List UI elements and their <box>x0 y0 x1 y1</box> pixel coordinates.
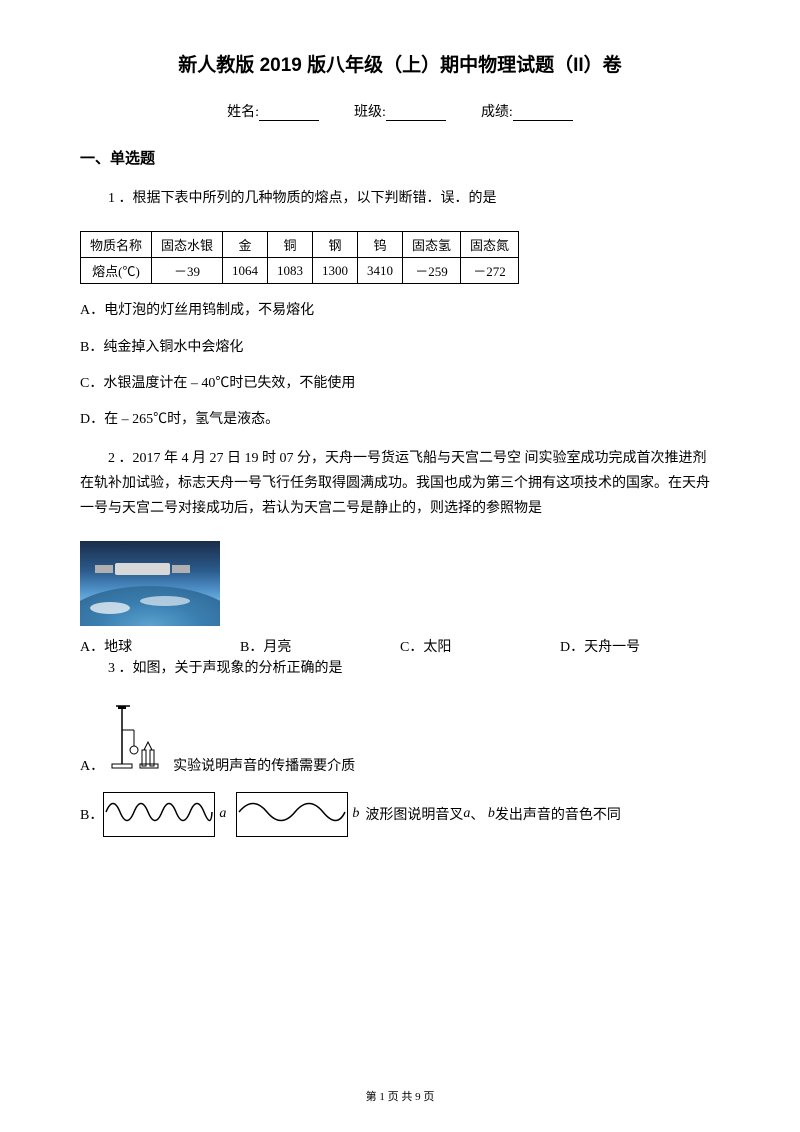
choice-b-prefix: B． <box>80 804 103 824</box>
q1-choice-a: A．电灯泡的灯丝用钨制成，不易熔化 <box>80 300 720 322</box>
wave-label-a: a <box>219 806 226 822</box>
td-3: 1300 <box>313 258 358 284</box>
q2-choice-b: B．月亮 <box>240 636 400 656</box>
score-label: 成绩: <box>481 105 513 120</box>
page-title: 新人教版 2019 版八年级（上）期中物理试题（II）卷 <box>80 50 720 77</box>
table-data-row: 熔点(℃) －39 1064 1083 1300 3410 －259 －272 <box>81 258 519 284</box>
class-label: 班级: <box>354 105 386 120</box>
td-1: 1064 <box>223 258 268 284</box>
spacecraft-image <box>80 541 220 626</box>
td-6: －272 <box>461 258 519 284</box>
q3-text: 3 ．如图，关于声现象的分析正确的是 <box>80 656 720 681</box>
q1-choice-b: B．纯金掉入铜水中会熔化 <box>80 337 720 359</box>
name-label: 姓名: <box>227 105 259 120</box>
td-2: 1083 <box>268 258 313 284</box>
q2-choice-c: C．太阳 <box>400 636 560 656</box>
wave-label-b: b <box>352 806 359 822</box>
td-5: －259 <box>403 258 461 284</box>
th-2: 金 <box>223 232 268 258</box>
q2-choice-d: D．天舟一号 <box>560 636 720 656</box>
q1-choice-d: D．在 – 265℃时，氢气是液态。 <box>80 409 720 431</box>
question-3: 3 ．如图，关于声现象的分析正确的是 <box>80 656 720 681</box>
th-7: 固态氮 <box>461 232 519 258</box>
th-6: 固态氢 <box>403 232 461 258</box>
choice-b-suffix: 发出声音的音色不同 <box>495 804 621 824</box>
waveform-a <box>103 792 215 837</box>
th-0: 物质名称 <box>81 232 152 258</box>
q2-choice-a: A．地球 <box>80 636 240 656</box>
class-blank[interactable] <box>386 107 446 121</box>
melting-point-table: 物质名称 固态水银 金 铜 钢 钨 固态氢 固态氮 熔点(℃) －39 1064… <box>80 231 519 284</box>
choice-b-b: b <box>488 806 495 822</box>
table-header-row: 物质名称 固态水银 金 铜 钢 钨 固态氢 固态氮 <box>81 232 519 258</box>
q1-choice-c: C．水银温度计在 – 40℃时已失效，不能使用 <box>80 373 720 395</box>
th-3: 铜 <box>268 232 313 258</box>
name-blank[interactable] <box>259 107 319 121</box>
choice-a-prefix: A． <box>80 759 104 774</box>
tuning-fork-diagram <box>108 702 164 778</box>
choice-b-mid: 、 <box>470 804 484 824</box>
td-0: －39 <box>152 258 223 284</box>
form-line: 姓名: 班级: 成绩: <box>80 101 720 121</box>
q3-choice-b: B． a b 波形图说明音叉 a 、 b 发出声音的音色不同 <box>80 792 720 837</box>
td-4: 3410 <box>358 258 403 284</box>
score-blank[interactable] <box>513 107 573 121</box>
waveform-b <box>236 792 348 837</box>
choice-b-text-1: 波形图说明音叉 <box>365 804 463 824</box>
q2-choices: A．地球 B．月亮 C．太阳 D．天舟一号 <box>80 636 720 656</box>
q1-text: 1 ．根据下表中所列的几种物质的熔点，以下判断错．误．的是 <box>80 186 720 211</box>
question-2: 2 ．2017 年 4 月 27 日 19 时 07 分，天舟一号货运飞船与天宫… <box>80 446 720 522</box>
q2-text: 2 ．2017 年 4 月 27 日 19 时 07 分，天舟一号货运飞船与天宫… <box>80 446 720 522</box>
th-5: 钨 <box>358 232 403 258</box>
td-label: 熔点(℃) <box>81 258 152 284</box>
th-4: 钢 <box>313 232 358 258</box>
q3-choice-a: A． 实验说明声音的传播需要介质 <box>80 702 720 778</box>
choice-b-a: a <box>463 806 470 822</box>
section-header: 一、单选题 <box>80 147 720 168</box>
choice-a-text: 实验说明声音的传播需要介质 <box>173 759 355 774</box>
question-1: 1 ．根据下表中所列的几种物质的熔点，以下判断错．误．的是 <box>80 186 720 211</box>
th-1: 固态水银 <box>152 232 223 258</box>
page-footer: 第 1 页 共 9 页 <box>0 1088 800 1104</box>
